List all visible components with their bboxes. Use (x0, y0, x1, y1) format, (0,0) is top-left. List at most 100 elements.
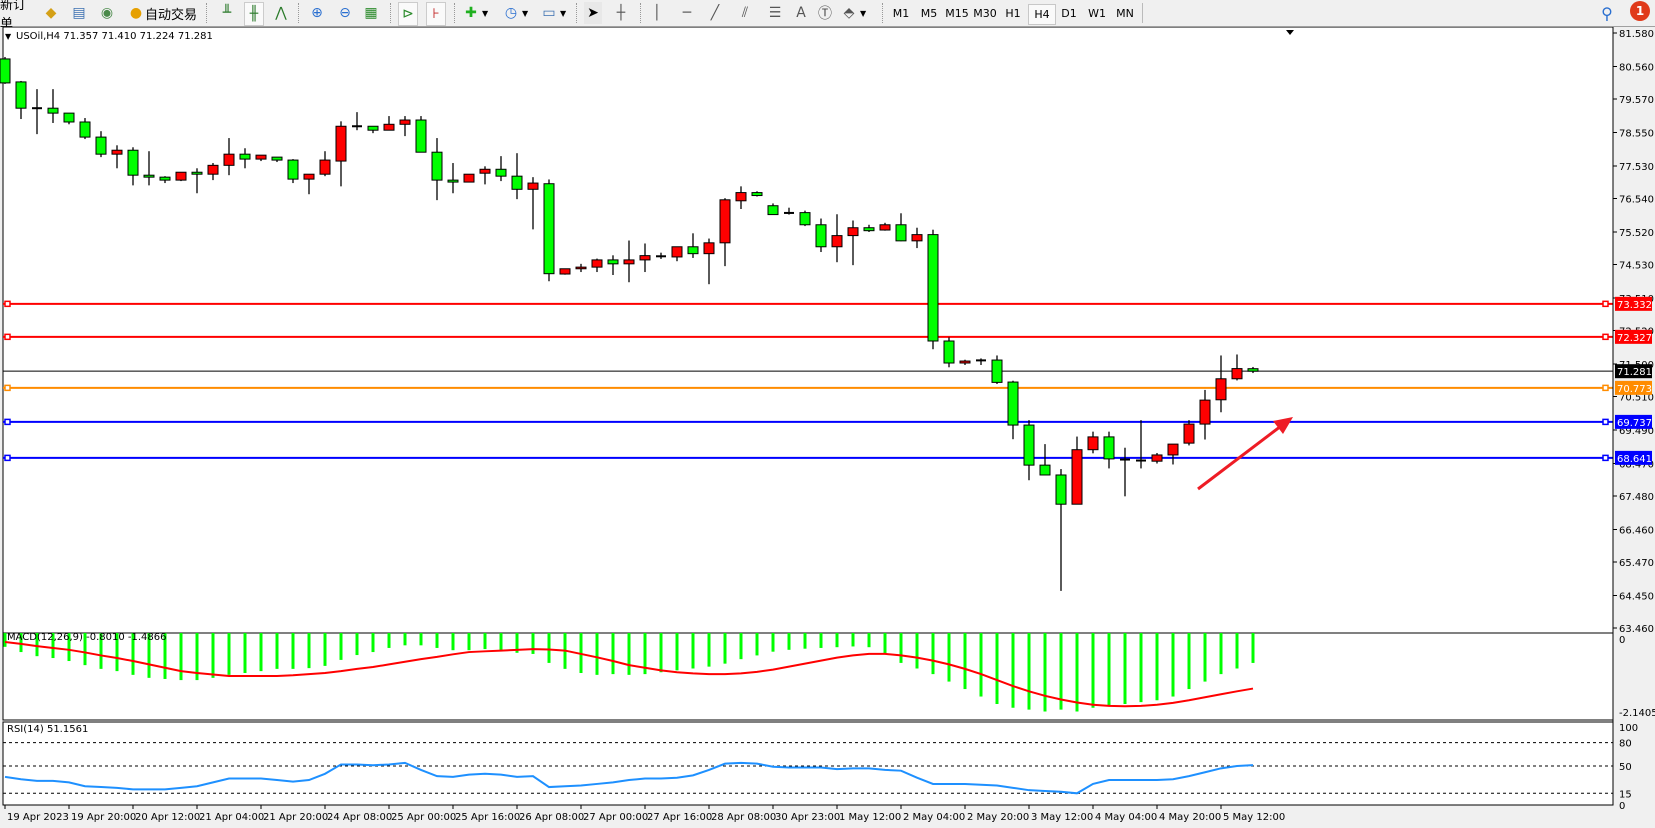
timeframe-w1[interactable]: W1 (1088, 7, 1106, 20)
templates-button[interactable]: ▭ ▼ (540, 2, 566, 24)
cursor-button[interactable]: ➤ (584, 2, 602, 24)
time-tick-label: 19 Apr 2023 (7, 812, 69, 823)
fibo-fan-button[interactable]: ☰ (766, 2, 784, 24)
chevron-down-icon: ▼ (522, 8, 529, 18)
candle-body (143, 174, 155, 178)
price-tick-label: 75.520 (1619, 228, 1654, 239)
notification-badge[interactable]: 1 (1630, 1, 1650, 21)
price-tick-label: 79.570 (1619, 95, 1654, 106)
timeframe-m30[interactable]: M30 (973, 7, 997, 20)
chart-shift-button[interactable]: ⊦ (426, 2, 446, 26)
candle-body (1103, 436, 1115, 460)
text-button[interactable]: A (792, 2, 810, 24)
candle-body (735, 192, 747, 202)
vertical-line-button[interactable]: │ (648, 2, 666, 24)
candle-body (1215, 378, 1227, 401)
horizontal-line-button[interactable]: ─ (678, 2, 696, 24)
candle (784, 207, 794, 215)
candle-body (847, 227, 859, 237)
auto-trading-button[interactable]: ● 自动交易 (126, 2, 198, 24)
tile-windows-button[interactable]: ▦ (362, 2, 380, 24)
auto-scroll-button[interactable]: ⊳ (398, 2, 418, 26)
candle-body (751, 192, 763, 197)
timeframe-d1[interactable]: D1 (1061, 7, 1077, 20)
candle (15, 80, 27, 120)
candle (751, 191, 763, 197)
price-label: 71.281 (1617, 367, 1652, 378)
candle (495, 156, 507, 182)
timeframe-h4[interactable]: H4 (1028, 4, 1056, 25)
candle (303, 173, 315, 195)
timeframe-m5[interactable]: M5 (920, 7, 938, 20)
text-label-button[interactable]: Ⓣ (816, 2, 834, 24)
separator (454, 3, 456, 23)
indicators-button[interactable]: ✚ ▼ (462, 2, 488, 24)
zoom-in-button[interactable]: ⊕ (308, 2, 326, 24)
candle (1023, 420, 1035, 481)
fibonacci-button[interactable]: ⫽ (736, 2, 754, 24)
candle-body (671, 246, 683, 258)
price-tick-label: 76.540 (1619, 194, 1654, 205)
candle-body (367, 125, 379, 131)
candle (1039, 444, 1051, 476)
periods-button[interactable]: ◷ ▼ (502, 2, 528, 24)
candle-body (607, 259, 619, 265)
cursor-icon: ➤ (587, 5, 599, 21)
candle-body (1087, 436, 1099, 451)
candle-body (1151, 454, 1163, 462)
line-handle-right (1602, 333, 1609, 341)
market-watch-button[interactable]: ◆ (42, 2, 60, 24)
candle (95, 131, 107, 158)
timeframe-m1[interactable]: M1 (892, 7, 910, 20)
price-label-box (1615, 414, 1652, 429)
chart-area[interactable]: 81.580 80.560 79.570 78.550 77.530 76.540 75.5… (0, 27, 1655, 828)
candle (991, 355, 1003, 385)
price-label: 73.332 (1617, 300, 1652, 311)
data-window-button[interactable]: ▤ (70, 2, 88, 24)
candle-body (0, 58, 11, 84)
candle-body (1183, 423, 1195, 444)
time-tick-label: 19 Apr 20:00 (71, 812, 136, 823)
time-tick-label: 30 Apr 23:00 (775, 812, 840, 823)
candle (927, 229, 939, 350)
crosshair-button[interactable]: ┼ (612, 2, 630, 24)
candle-body (1199, 399, 1211, 425)
candle-body (639, 255, 651, 261)
chart-menu-triangle-icon[interactable]: ▼ (5, 32, 12, 41)
signal-button[interactable]: ◉ (98, 2, 116, 24)
time-tick-label: 25 Apr 00:00 (391, 812, 456, 823)
candle (703, 238, 715, 285)
candle (447, 163, 459, 194)
toolbar: 新订单 ◆ ▤ ◉ ● 自动交易 ╨ ╫ ⋀ ⊕ ⊖ ▦ ⊳ ⊦ ✚ ▼ ◷ ▼ ▭ ▼… (0, 0, 1655, 32)
shapes-icon: ⬘ (843, 5, 855, 21)
candle (1120, 447, 1130, 497)
price-label-box (1615, 450, 1652, 465)
candle (127, 147, 139, 186)
candle-body (991, 359, 1003, 383)
candle-body (95, 136, 107, 155)
line-chart-button[interactable]: ⋀ (272, 2, 290, 24)
chevron-down-icon: ▼ (482, 8, 489, 18)
candlestick-button[interactable]: ╫ (244, 2, 264, 26)
bar-chart-button[interactable]: ╨ (218, 2, 236, 24)
candle (1231, 354, 1243, 381)
candle-body (383, 123, 395, 131)
candle-body (1007, 381, 1019, 426)
data-window-icon: ▤ (72, 5, 86, 21)
timeframe-mn[interactable]: MN (1116, 7, 1134, 20)
zoom-out-button[interactable]: ⊖ (336, 2, 354, 24)
price-label: 72.327 (1617, 333, 1652, 344)
shapes-button[interactable]: ⬘ ▼ (840, 2, 867, 24)
zoom-out-icon: ⊖ (339, 5, 351, 21)
price-tick-label: 80.560 (1619, 62, 1654, 73)
timeframe-h1[interactable]: H1 (1005, 7, 1021, 20)
trendline-button[interactable]: ╱ (706, 2, 724, 24)
candle (815, 218, 827, 253)
candle (1103, 431, 1115, 469)
new-order-button[interactable]: 新订单 (0, 0, 34, 32)
timeframe-m15[interactable]: M15 (945, 7, 969, 20)
search-button[interactable]: ⚲ (1598, 2, 1616, 24)
candle-body (831, 235, 843, 248)
candle-body (447, 179, 459, 183)
rsi-tick-label: 80 (1619, 739, 1632, 750)
